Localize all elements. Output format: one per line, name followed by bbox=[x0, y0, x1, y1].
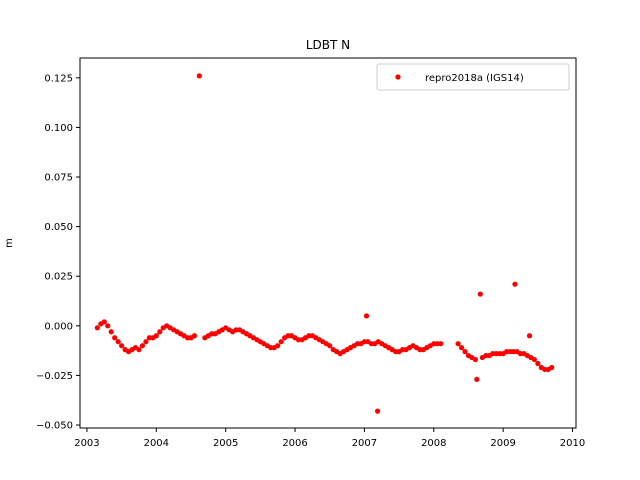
data-point bbox=[143, 339, 149, 345]
data-point bbox=[458, 345, 465, 351]
data-point bbox=[477, 291, 483, 297]
chart-title: LDBT N bbox=[306, 38, 350, 52]
y-tick-label: 0.125 bbox=[44, 73, 73, 84]
x-tick-label: 2006 bbox=[282, 438, 307, 449]
data-point bbox=[119, 343, 125, 349]
data-point bbox=[549, 364, 555, 371]
x-tick-label: 2008 bbox=[421, 438, 446, 449]
data-point bbox=[108, 329, 114, 335]
data-point bbox=[105, 323, 111, 329]
y-tick-label: 0.000 bbox=[44, 321, 73, 332]
y-tick-label: 0.050 bbox=[44, 222, 73, 233]
data-point bbox=[191, 333, 198, 339]
data-point bbox=[531, 356, 537, 363]
y-tick-label: −0.050 bbox=[36, 421, 73, 432]
x-tick-label: 2005 bbox=[213, 438, 238, 449]
data-point bbox=[278, 339, 284, 345]
data-points bbox=[94, 73, 555, 414]
x-tick-label: 2007 bbox=[352, 438, 377, 449]
plot-frame bbox=[79, 57, 577, 429]
x-tick-label: 2004 bbox=[144, 438, 169, 449]
legend-label: repro2018a (IGS14) bbox=[425, 73, 524, 84]
data-point bbox=[157, 329, 163, 335]
legend-box bbox=[376, 63, 570, 91]
data-point bbox=[363, 313, 370, 319]
data-point bbox=[139, 343, 146, 349]
data-point bbox=[115, 339, 121, 345]
data-point bbox=[472, 356, 479, 363]
data-point bbox=[512, 281, 518, 287]
y-tick-label: −0.025 bbox=[36, 371, 73, 382]
x-axis-ticks: 2003 2004 2005 2006 2007 2008 2009 2010 bbox=[74, 428, 585, 449]
data-point bbox=[112, 335, 118, 341]
data-point bbox=[94, 325, 100, 331]
legend: repro2018a (IGS14) bbox=[376, 63, 570, 91]
y-tick-label: 0.075 bbox=[44, 173, 73, 184]
y-axis-label: m bbox=[4, 238, 15, 248]
data-point bbox=[275, 343, 281, 349]
data-point bbox=[153, 333, 159, 339]
y-tick-label: 0.100 bbox=[44, 123, 73, 134]
data-point bbox=[455, 341, 461, 347]
data-point bbox=[327, 343, 333, 349]
x-tick-label: 2003 bbox=[74, 438, 99, 449]
data-point bbox=[438, 341, 444, 347]
data-point bbox=[101, 319, 107, 325]
data-point bbox=[526, 333, 533, 339]
data-point bbox=[535, 360, 541, 367]
legend-marker bbox=[395, 74, 401, 80]
y-tick-label: 0.025 bbox=[44, 272, 73, 283]
data-point bbox=[474, 376, 480, 382]
data-point bbox=[136, 347, 142, 353]
y-axis-ticks: −0.050 −0.025 0.000 0.025 0.050 0.075 0.100 0.1… bbox=[36, 73, 80, 432]
x-tick-label: 2009 bbox=[490, 438, 515, 449]
x-tick-label: 2010 bbox=[560, 438, 585, 449]
data-point bbox=[462, 349, 468, 355]
data-point bbox=[375, 408, 381, 414]
data-point bbox=[196, 73, 202, 79]
